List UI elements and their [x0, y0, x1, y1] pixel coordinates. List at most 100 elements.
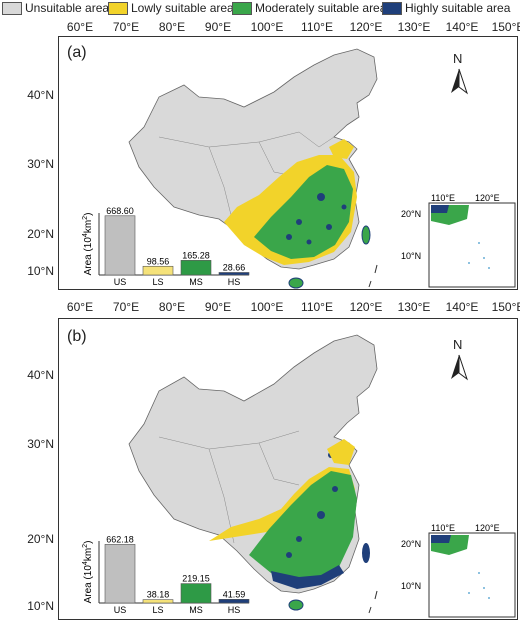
hainan-island: [288, 277, 304, 289]
lon-tick: 110°E: [301, 300, 333, 314]
bar-category-label: MS: [189, 605, 203, 615]
map-panel-a: N (a) 110°E 120°E 20°N 10°N Area (104km2…: [58, 36, 518, 290]
bar-category-label: LS: [152, 277, 163, 287]
lon-ticks-top: 60°E 70°E 80°E 90°E 100°E 110°E 120°E 13…: [0, 20, 520, 34]
bar-us: [104, 544, 136, 604]
bar-category-label: HS: [228, 605, 241, 615]
bar-value-label: 668.60: [106, 206, 134, 216]
lat-tick: 30°N: [27, 437, 54, 451]
bohai-region: [329, 139, 354, 159]
north-label: N: [453, 337, 462, 352]
moderate-suitable-region: [254, 165, 353, 259]
bar-value-label: 165.28: [182, 250, 210, 260]
inset-lat-tick: 10°N: [401, 251, 421, 261]
legend-item-unsuitable: Unsuitable area: [2, 1, 109, 15]
inset-lat-tick: 20°N: [401, 209, 421, 219]
moderate-suitable-region: [249, 471, 357, 583]
bar-hs: [218, 599, 250, 604]
lat-tick: 10°N: [27, 264, 54, 278]
bar-category-label: LS: [152, 605, 163, 615]
lat-tick: 20°N: [27, 532, 54, 546]
bar-value-label: 28.66: [223, 262, 246, 272]
legend-swatch: [2, 1, 22, 15]
lon-ticks-bottom: 60°E 70°E 80°E 90°E 100°E 110°E 120°E 13…: [0, 300, 520, 314]
bar-ms: [180, 583, 212, 604]
legend-label: Highly suitable area: [405, 1, 511, 15]
bar-value-label: 41.59: [223, 589, 246, 599]
lat-tick: 40°N: [27, 88, 54, 102]
lon-tick: 140°E: [445, 300, 479, 314]
taiwan-island: [362, 543, 370, 563]
bar-us: [104, 215, 136, 276]
lon-tick: 130°E: [397, 300, 431, 314]
lon-tick: 150°E: [491, 20, 520, 34]
inset-lon-tick: 120°E: [475, 193, 500, 203]
map-svg-a: N (a) 110°E 120°E 20°N 10°N Area (104km2…: [67, 44, 516, 289]
lon-tick: 120°E: [349, 20, 383, 34]
lat-tick: 40°N: [27, 368, 54, 382]
bar-y-label: Area (104km2): [82, 541, 94, 604]
lon-tick: 120°E: [349, 300, 383, 314]
legend-swatch: [108, 1, 128, 15]
bar-value-label: 98.56: [147, 256, 170, 266]
lon-tick: 150°E: [491, 300, 520, 314]
inset-lon-tick: 110°E: [431, 193, 455, 203]
lat-tick: 10°N: [27, 599, 54, 613]
map-svg-b: N (b) 110°E 120°E 20°N 10°N Area (104km2…: [67, 328, 516, 618]
panel-label-a: (a): [67, 44, 87, 61]
nine-dash-line: [368, 264, 378, 288]
legend-item-highly: Highly suitable area: [382, 1, 510, 15]
legend-label: Moderately suitable area: [255, 1, 387, 15]
lon-tick: 70°E: [112, 300, 140, 314]
north-label: N: [453, 51, 462, 66]
lon-tick: 80°E: [158, 300, 186, 314]
lon-tick: 80°E: [158, 20, 186, 34]
bar-y-label: Area (104km2): [82, 213, 94, 276]
legend-item-moderately: Moderately suitable area: [232, 1, 386, 15]
lon-tick: 90°E: [204, 300, 232, 314]
lon-tick: 60°E: [66, 300, 94, 314]
bar-category-label: MS: [189, 277, 203, 287]
lon-tick: 130°E: [397, 20, 431, 34]
taiwan-island: [361, 225, 371, 245]
lon-tick: 100°E: [250, 20, 284, 34]
bar-ms: [180, 260, 212, 276]
lat-tick: 20°N: [27, 227, 54, 241]
south-china-sea-inset: 110°E 120°E 20°N 10°N: [401, 193, 516, 288]
south-china-sea-inset: 110°E 120°E 20°N 10°N: [401, 523, 516, 618]
bar-value-label: 662.18: [106, 534, 134, 544]
lon-tick: 90°E: [204, 20, 232, 34]
lon-tick: 70°E: [112, 20, 140, 34]
bar-category-label: HS: [228, 277, 241, 287]
nine-dash-line: [368, 590, 378, 614]
hainan-island: [288, 599, 304, 611]
legend-label: Lowly suitable area: [131, 1, 234, 15]
lon-tick: 140°E: [445, 20, 479, 34]
bohai-region: [327, 439, 355, 465]
legend-swatch: [382, 1, 402, 15]
lat-tick: 30°N: [27, 157, 54, 171]
bar-value-label: 219.15: [182, 574, 210, 584]
map-panel-b: N (b) 110°E 120°E 20°N 10°N Area (104km2…: [58, 318, 518, 620]
bar-category-label: US: [114, 277, 127, 287]
lon-tick: 110°E: [301, 20, 333, 34]
north-arrow: [451, 68, 468, 95]
inset-lon-tick: 110°E: [431, 523, 455, 533]
legend-item-lowly: Lowly suitable area: [108, 1, 234, 15]
bar-value-label: 38.18: [147, 590, 170, 600]
legend-label: Unsuitable area: [25, 1, 110, 15]
bar-category-label: US: [114, 605, 127, 615]
map-legend: Unsuitable area Lowly suitable area Mode…: [0, 0, 520, 16]
area-bar-chart-b: Area (104km2) 662.18 US 38.18 LS 219.15 MS 41.5…: [82, 534, 250, 615]
area-bar-chart-a: Area (104km2) 668.60 US 98.56 LS 165.28 MS 28.6…: [82, 206, 250, 287]
north-arrow: [451, 354, 468, 381]
lon-tick: 100°E: [250, 300, 284, 314]
bar-hs: [218, 272, 250, 276]
bar-ls: [142, 599, 174, 604]
legend-swatch: [232, 1, 252, 15]
inset-lon-tick: 120°E: [475, 523, 500, 533]
lon-tick: 60°E: [66, 20, 94, 34]
inset-lat-tick: 10°N: [401, 581, 421, 591]
panel-label-b: (b): [67, 328, 87, 345]
inset-lat-tick: 20°N: [401, 539, 421, 549]
